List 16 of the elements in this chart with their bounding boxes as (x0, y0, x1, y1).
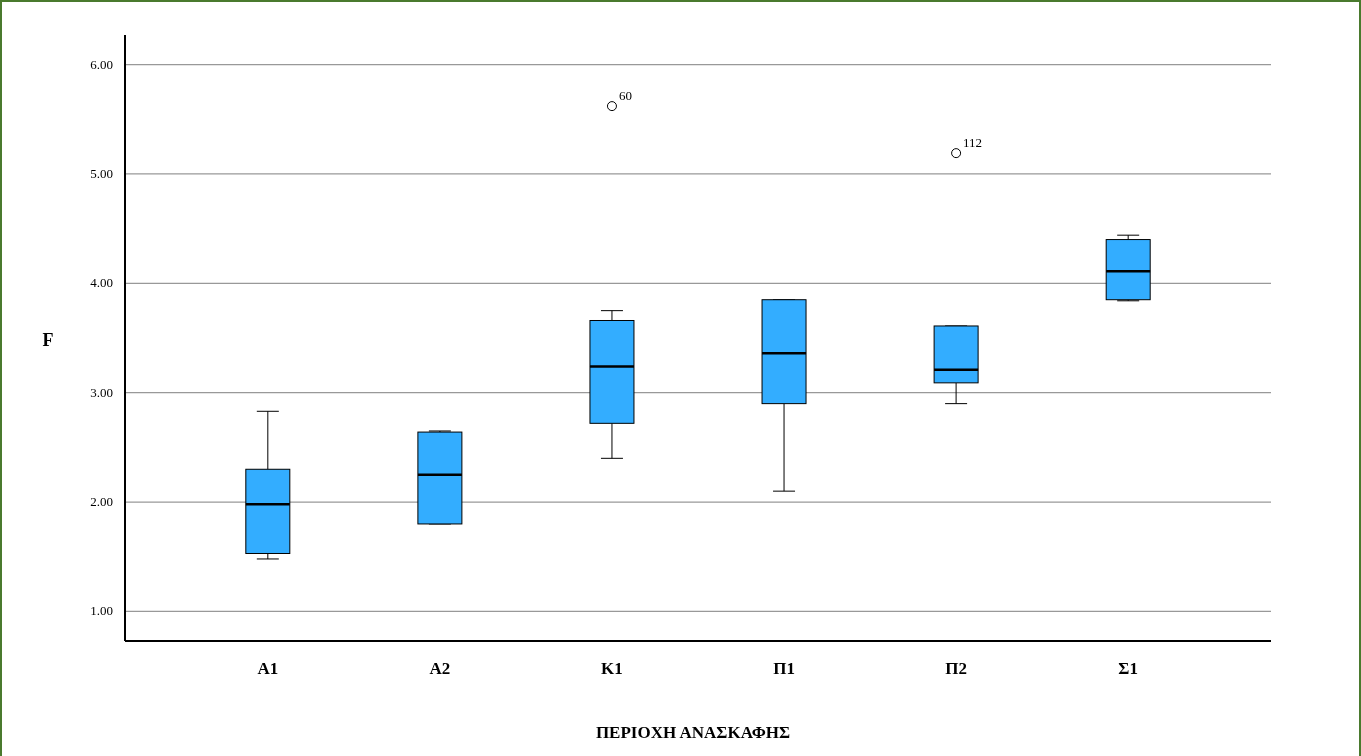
y-tick-label: 1.00 (90, 603, 113, 619)
x-axis-title: ΠΕΡΙΟΧΗ ΑΝΑΣΚΑΦΗΣ (595, 723, 791, 742)
y-tick-label: 3.00 (90, 384, 113, 400)
x-tick-label: Π1 (773, 659, 795, 678)
y-tick-label: 4.00 (90, 275, 113, 291)
y-tick-label: 5.00 (90, 165, 113, 181)
y-tick-label: 6.00 (90, 56, 113, 72)
y-axis-title: F (42, 330, 54, 350)
x-tick-label: Κ1 (601, 659, 623, 678)
x-tick-label: Π2 (945, 659, 967, 678)
x-tick-label: Α1 (257, 659, 279, 678)
x-tick-label: Α2 (429, 659, 451, 678)
y-tick-label: 2.00 (90, 494, 113, 510)
annotation: 60 (618, 88, 632, 104)
annotation: 112 (963, 135, 983, 151)
x-tick-label: Σ1 (1118, 659, 1138, 678)
